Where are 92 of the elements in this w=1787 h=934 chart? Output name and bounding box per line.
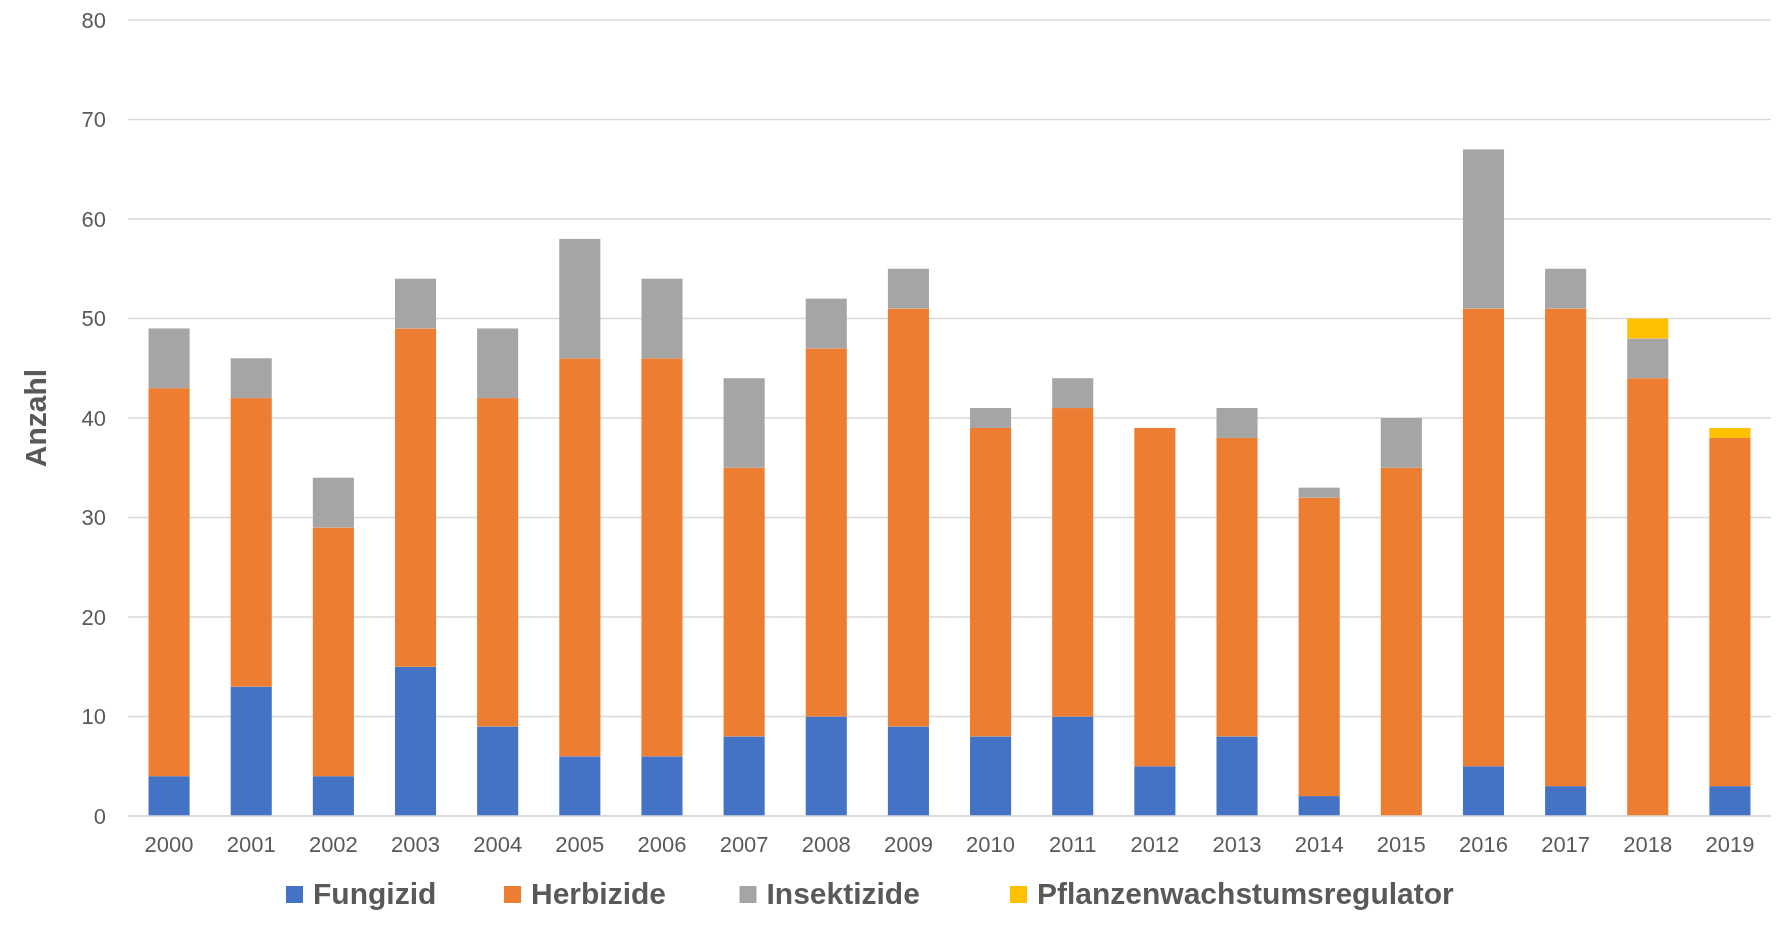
x-tick-label: 2014 xyxy=(1294,832,1344,857)
bar xyxy=(477,328,519,399)
bar xyxy=(1052,378,1094,409)
bar xyxy=(1298,487,1340,498)
bar xyxy=(1462,149,1505,309)
x-tick-label: 2018 xyxy=(1623,832,1673,857)
bar xyxy=(641,278,683,359)
bar xyxy=(1298,796,1340,816)
bar xyxy=(970,427,1012,737)
bar xyxy=(312,477,354,528)
bar xyxy=(1545,786,1587,816)
x-tick-label: 2004 xyxy=(473,832,523,857)
bar xyxy=(723,467,765,737)
bar xyxy=(230,358,272,399)
bar xyxy=(1709,786,1751,816)
bar xyxy=(723,736,765,816)
legend-label: Insektizide xyxy=(766,877,920,910)
bar xyxy=(559,756,601,816)
bar xyxy=(723,378,765,468)
bar xyxy=(477,726,519,816)
bar xyxy=(887,268,929,309)
legend-label: Fungizid xyxy=(313,877,437,910)
bar xyxy=(230,398,272,687)
y-tick-label: 60 xyxy=(81,206,106,232)
bar xyxy=(1052,716,1094,816)
bar xyxy=(1627,318,1669,339)
x-tick-label: 2007 xyxy=(719,832,769,857)
bar xyxy=(887,726,929,816)
bar xyxy=(805,298,847,349)
y-tick-label: 10 xyxy=(81,704,106,730)
bar xyxy=(394,278,437,329)
bar xyxy=(559,358,601,757)
x-tick-label: 2015 xyxy=(1376,832,1426,857)
x-tick-label: 2005 xyxy=(555,832,605,857)
bar xyxy=(805,348,847,717)
bar xyxy=(1216,408,1258,438)
bar xyxy=(477,398,519,727)
bar xyxy=(1134,427,1176,767)
bar xyxy=(1462,766,1505,816)
x-tick-label: 2000 xyxy=(144,832,194,857)
bar xyxy=(641,358,683,757)
y-tick-label: 70 xyxy=(81,107,106,133)
x-tick-label: 2002 xyxy=(308,832,358,857)
bar xyxy=(394,666,437,816)
bar xyxy=(970,736,1012,816)
bar xyxy=(641,756,683,816)
bar xyxy=(805,716,847,816)
legend-label: Pflanzenwachstumsregulator xyxy=(1037,877,1455,910)
y-axis-title: Anzahl xyxy=(19,368,52,468)
bar xyxy=(1462,308,1505,767)
y-tick-label: 50 xyxy=(81,306,106,332)
legend-label: Herbizide xyxy=(531,877,667,910)
bar xyxy=(1545,268,1587,309)
y-tick-label: 40 xyxy=(81,405,106,431)
x-tick-label: 2012 xyxy=(1130,832,1180,857)
bar xyxy=(1216,736,1258,816)
x-tick-label: 2010 xyxy=(966,832,1016,857)
bar xyxy=(1298,497,1340,797)
x-tick-label: 2019 xyxy=(1705,832,1755,857)
bar xyxy=(148,388,190,777)
bar xyxy=(394,328,437,667)
x-tick-label: 2001 xyxy=(226,832,276,857)
y-tick-label: 20 xyxy=(81,604,106,630)
y-tick-label: 0 xyxy=(93,803,106,829)
x-tick-label: 2008 xyxy=(801,832,851,857)
bar xyxy=(148,328,190,389)
x-tick-label: 2006 xyxy=(637,832,687,857)
x-tick-label: 2009 xyxy=(883,832,933,857)
bar xyxy=(230,686,272,816)
x-tick-label: 2003 xyxy=(391,832,440,857)
bar xyxy=(970,408,1012,428)
x-tick-label: 2016 xyxy=(1459,832,1508,857)
bar xyxy=(887,308,929,727)
bar xyxy=(312,776,354,816)
bar xyxy=(1380,418,1422,468)
y-tick-label: 80 xyxy=(81,7,106,33)
bar xyxy=(1627,338,1669,379)
bar xyxy=(1216,437,1258,737)
bar xyxy=(1052,408,1094,717)
bar xyxy=(1545,308,1587,787)
x-tick-label: 2017 xyxy=(1541,832,1591,857)
bar xyxy=(1709,427,1751,438)
bar xyxy=(1134,766,1176,816)
bar xyxy=(1380,467,1422,816)
bar xyxy=(312,527,354,777)
x-tick-label: 2013 xyxy=(1212,832,1262,857)
bar xyxy=(559,238,601,359)
y-tick-label: 30 xyxy=(81,505,106,531)
bar xyxy=(1627,378,1669,816)
bar xyxy=(148,776,190,816)
bar xyxy=(1709,437,1751,787)
x-tick-label: 2011 xyxy=(1049,832,1097,857)
